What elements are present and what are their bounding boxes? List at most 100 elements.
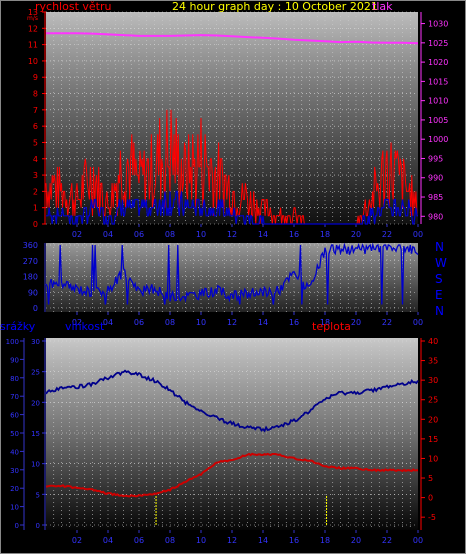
x-tick-label: 22 [382, 536, 392, 545]
x-tick-label: 04 [103, 318, 113, 327]
y-right-tick-label: 990 [428, 174, 443, 183]
temperature-axis-label: teplota [312, 320, 351, 333]
x-tick-label: 04 [103, 230, 113, 239]
x-tick-label: 10 [196, 318, 206, 327]
left-axis-label-wind: rychlost větru [35, 0, 111, 13]
y-direction-tick-label: 270 [23, 257, 38, 266]
axes-1: 0123456789101112139809859909951000100510… [28, 8, 449, 239]
y-right-tick-label: 1010 [428, 97, 448, 106]
y-right-tick-label: 1005 [428, 116, 448, 125]
x-tick-label: 04 [103, 536, 113, 545]
x-tick-label: 06 [134, 230, 144, 239]
y-right-tick-label: 995 [428, 154, 443, 163]
panel-wind-direction: 0 90 180 270 360 02 04 06 08 10 12 14 16 18 20 22 00 [23, 241, 423, 327]
y-humidity-tick-label: 15 [31, 430, 40, 438]
chart-title: 24 hour graph day : 10 October 2021 [172, 0, 378, 13]
series-direction-line [45, 242, 419, 305]
y-rain-tick-label: 30 [10, 467, 19, 475]
x-tick-label: 12 [227, 318, 237, 327]
axes-3: 0 5 10 15 20 25 30 0 10 20 30 40 50 60 70 80 90 100 -5 0 5 10… [6, 337, 439, 545]
x-tick-label: 16 [289, 536, 299, 545]
y-rain-tick-label: 80 [10, 375, 19, 383]
y-temperature-tick-label: 20 [428, 415, 438, 424]
y-direction-tick-label: 180 [23, 273, 38, 282]
y-left-tick-label: 6 [33, 122, 38, 131]
series-humidity-line [45, 369, 419, 433]
x-tick-label: 14 [258, 536, 268, 545]
series-pressure-line [46, 32, 419, 45]
series-3 [45, 369, 419, 525]
y-left-tick-label: 0 [33, 220, 38, 229]
x-tick-label: 20 [351, 230, 361, 239]
compass-label-s: S [435, 272, 443, 286]
y-temperature-tick-label: 5 [428, 474, 433, 483]
y-right-tick-label: 1015 [428, 77, 448, 86]
x-tick-label: 10 [196, 230, 206, 239]
x-tick-label: 18 [320, 536, 330, 545]
y-humidity-tick-label: 20 [31, 399, 40, 407]
right-axis-label-pressure: tlak [372, 0, 393, 13]
plot-area-2 [46, 243, 418, 312]
y-left-tick-label: 10 [28, 57, 38, 66]
y-rain-tick-label: 10 [10, 504, 19, 512]
rain-axis-label: srážky [0, 320, 36, 333]
y-rain-tick-label: 0 [15, 522, 19, 530]
x-tick-label: 22 [382, 230, 392, 239]
x-tick-label: 02 [72, 536, 82, 545]
panel-humidity-temperature: 0 5 10 15 20 25 30 0 10 20 30 40 50 60 70 80 90 100 -5 0 5 10… [6, 337, 439, 545]
series-1 [45, 32, 419, 225]
compass-label-n-top: N [435, 240, 444, 254]
y-temperature-tick-label: 35 [428, 357, 438, 366]
x-tick-label: 18 [320, 318, 330, 327]
y-left-tick-label: 2 [33, 187, 38, 196]
x-tick-label: 08 [165, 536, 175, 545]
y-left-tick-label: 4 [33, 155, 38, 164]
x-tick-label: 06 [134, 536, 144, 545]
y-left-tick-label: 9 [33, 73, 38, 82]
y-right-tick-label: 1025 [428, 39, 448, 48]
x-tick-label: 14 [258, 318, 268, 327]
y-direction-tick-label: 0 [33, 304, 38, 313]
y-right-tick-label: 980 [428, 212, 443, 221]
y-rain-tick-label: 50 [10, 430, 19, 438]
y-temperature-tick-label: 10 [428, 454, 438, 463]
compass-label-e: E [435, 288, 443, 302]
x-tick-label: 20 [351, 536, 361, 545]
x-tick-label: 00 [413, 230, 423, 239]
y-rain-tick-label: 60 [10, 412, 19, 420]
x-tick-label: 08 [165, 318, 175, 327]
y-temperature-tick-label: -5 [428, 513, 436, 522]
y-rain-tick-label: 40 [10, 448, 19, 456]
panel-wind-pressure: 0123456789101112139809859909951000100510… [28, 8, 449, 239]
x-tick-label: 18 [320, 230, 330, 239]
x-tick-label: 16 [289, 318, 299, 327]
y-humidity-tick-label: 0 [36, 522, 40, 530]
y-right-tick-label: 985 [428, 193, 443, 202]
y-temperature-tick-label: 30 [428, 376, 438, 385]
series-temperature-line [45, 452, 419, 498]
y-rain-tick-label: 20 [10, 485, 19, 493]
y-right-tick-label: 1020 [428, 58, 448, 67]
x-tick-label: 02 [72, 318, 82, 327]
y-humidity-tick-label: 10 [31, 461, 40, 469]
y-left-tick-label: 3 [33, 171, 38, 180]
x-tick-label: 12 [227, 536, 237, 545]
humidity-axis-label: vlhkost [65, 320, 105, 333]
x-tick-label: 06 [134, 318, 144, 327]
x-tick-label: 14 [258, 230, 268, 239]
y-left-tick-label: 11 [28, 41, 38, 50]
compass-label-n-bottom: N [435, 304, 444, 318]
x-tick-label: 00 [413, 318, 423, 327]
y-right-tick-label: 1000 [428, 135, 448, 144]
y-temperature-tick-label: 0 [428, 494, 433, 503]
y-temperature-tick-label: 40 [428, 337, 438, 346]
y-direction-tick-label: 360 [23, 241, 38, 250]
compass-label-w: W [435, 256, 447, 270]
y-left-tick-label: 12 [28, 24, 38, 33]
series-2 [45, 242, 419, 305]
y-humidity-tick-label: 25 [31, 369, 40, 377]
x-tick-label: 16 [289, 230, 299, 239]
y-humidity-tick-label: 30 [31, 338, 40, 346]
